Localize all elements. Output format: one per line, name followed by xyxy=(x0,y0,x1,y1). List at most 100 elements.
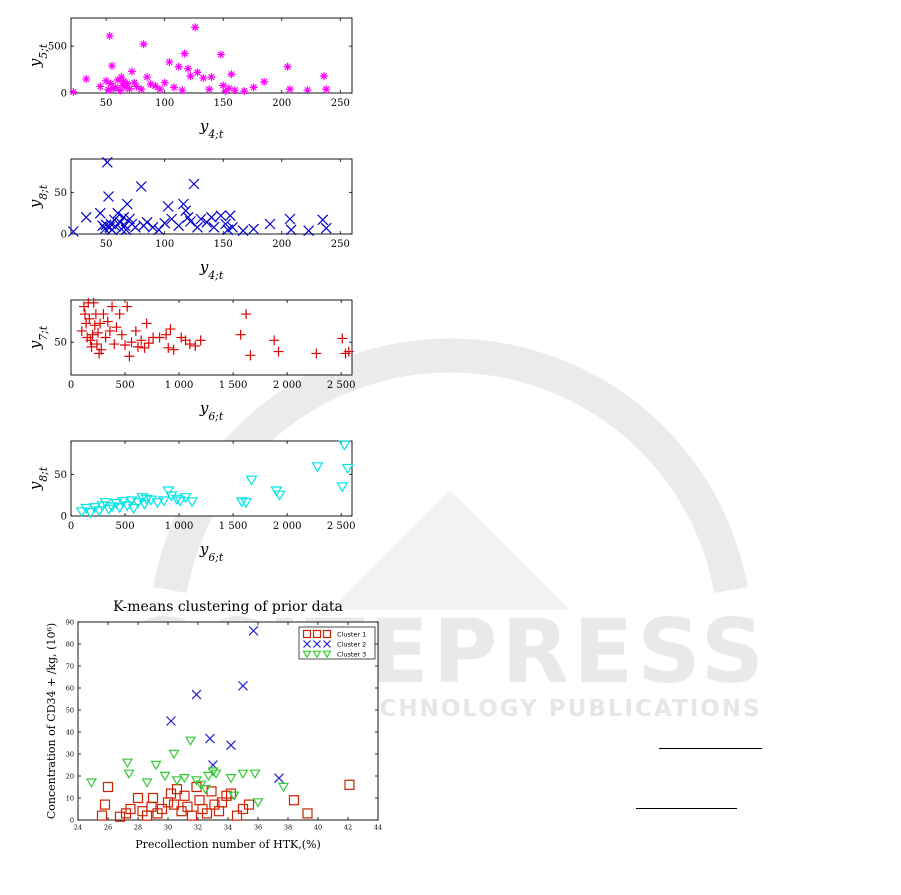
data-point xyxy=(230,86,239,95)
legend-marker xyxy=(323,640,331,648)
data-point xyxy=(154,332,165,343)
x-axis-label: y4;t xyxy=(199,258,224,282)
data-point xyxy=(343,346,354,357)
x-axis-label: Precollection number of HTK,(%) xyxy=(135,838,321,851)
data-point xyxy=(125,84,134,93)
data-point xyxy=(101,156,113,168)
data-point xyxy=(85,778,98,788)
data-point xyxy=(157,496,170,507)
data-point xyxy=(127,503,140,515)
data-point xyxy=(165,58,174,67)
plot-frame xyxy=(70,158,353,235)
data-point xyxy=(162,201,174,212)
data-point xyxy=(150,760,162,771)
data-point xyxy=(221,87,230,96)
data-point xyxy=(141,778,153,788)
data-point xyxy=(231,810,243,821)
data-point xyxy=(102,76,111,85)
data-point xyxy=(219,81,228,90)
data-point xyxy=(107,301,118,312)
legend-marker xyxy=(322,629,332,639)
legend-box xyxy=(298,626,376,660)
data-point xyxy=(99,799,111,810)
data-point xyxy=(245,475,258,486)
y-tick-label: 90 xyxy=(66,618,74,626)
data-point xyxy=(190,340,201,351)
data-point xyxy=(174,62,183,71)
data-point xyxy=(336,482,349,493)
data-point xyxy=(120,340,131,350)
data-point xyxy=(178,86,187,95)
data-point xyxy=(121,758,134,769)
y-tick-label: 0 xyxy=(61,230,67,241)
legend-marker xyxy=(312,650,322,659)
x-axis-label: y4;t xyxy=(199,117,224,141)
data-point xyxy=(114,309,125,320)
y-tick-label: 0 xyxy=(70,816,74,824)
data-point xyxy=(168,799,180,810)
legend-marker xyxy=(303,640,311,648)
data-point xyxy=(135,181,147,192)
legend-marker xyxy=(302,629,312,639)
data-point xyxy=(319,72,328,81)
data-point xyxy=(100,332,111,343)
data-point xyxy=(237,769,249,780)
data-point xyxy=(117,73,126,82)
data-point xyxy=(285,224,297,236)
data-point xyxy=(121,198,133,210)
data-point xyxy=(283,62,292,71)
x-tick-label: 200 xyxy=(272,98,291,109)
x-tick-label: 50 xyxy=(100,239,113,250)
data-point xyxy=(235,497,248,508)
data-point xyxy=(119,220,131,232)
data-point xyxy=(116,329,127,340)
data-point xyxy=(141,318,152,329)
y-tick-label: 10 xyxy=(66,794,74,802)
data-point xyxy=(170,83,179,92)
data-point xyxy=(124,351,135,362)
x-tick-label: 2 000 xyxy=(273,521,302,532)
data-point xyxy=(146,80,155,89)
data-point xyxy=(205,85,214,94)
data-point xyxy=(284,213,296,225)
x-axis-label: y6;t xyxy=(199,399,224,423)
data-point xyxy=(273,346,284,357)
x-tick-label: 38 xyxy=(284,824,292,832)
data-point xyxy=(178,774,191,784)
x-tick-label: 150 xyxy=(214,239,233,250)
y-axis-label: y5;t xyxy=(26,43,50,68)
data-point xyxy=(84,508,97,519)
data-point xyxy=(237,225,249,237)
data-point xyxy=(104,325,115,336)
data-point xyxy=(207,767,219,777)
data-point xyxy=(132,792,144,804)
x-tick-label: 1 500 xyxy=(219,380,248,391)
legend-label: Cluster 2 xyxy=(337,641,366,649)
data-point xyxy=(344,779,355,790)
data-point xyxy=(166,716,176,726)
data-point xyxy=(159,217,171,229)
y-axis-label: y8;t xyxy=(26,466,50,491)
data-point xyxy=(136,335,147,346)
data-point xyxy=(303,225,315,237)
data-points xyxy=(67,156,332,237)
data-point xyxy=(103,191,114,202)
legend-marker xyxy=(322,650,332,659)
data-point xyxy=(111,322,122,333)
data-point xyxy=(147,792,159,804)
data-point xyxy=(311,462,324,473)
data-point xyxy=(76,325,87,336)
data-point xyxy=(155,85,164,94)
data-point xyxy=(285,85,294,94)
y-tick-label: 40 xyxy=(66,728,74,736)
data-point xyxy=(113,75,122,84)
legend-marker xyxy=(312,629,322,639)
x-tick-label: 30 xyxy=(164,824,172,832)
data-point xyxy=(165,324,176,335)
data-point xyxy=(75,507,88,518)
data-point xyxy=(277,782,290,793)
data-point xyxy=(159,771,171,782)
x-tick-label: 32 xyxy=(194,824,202,832)
data-point xyxy=(186,810,198,821)
